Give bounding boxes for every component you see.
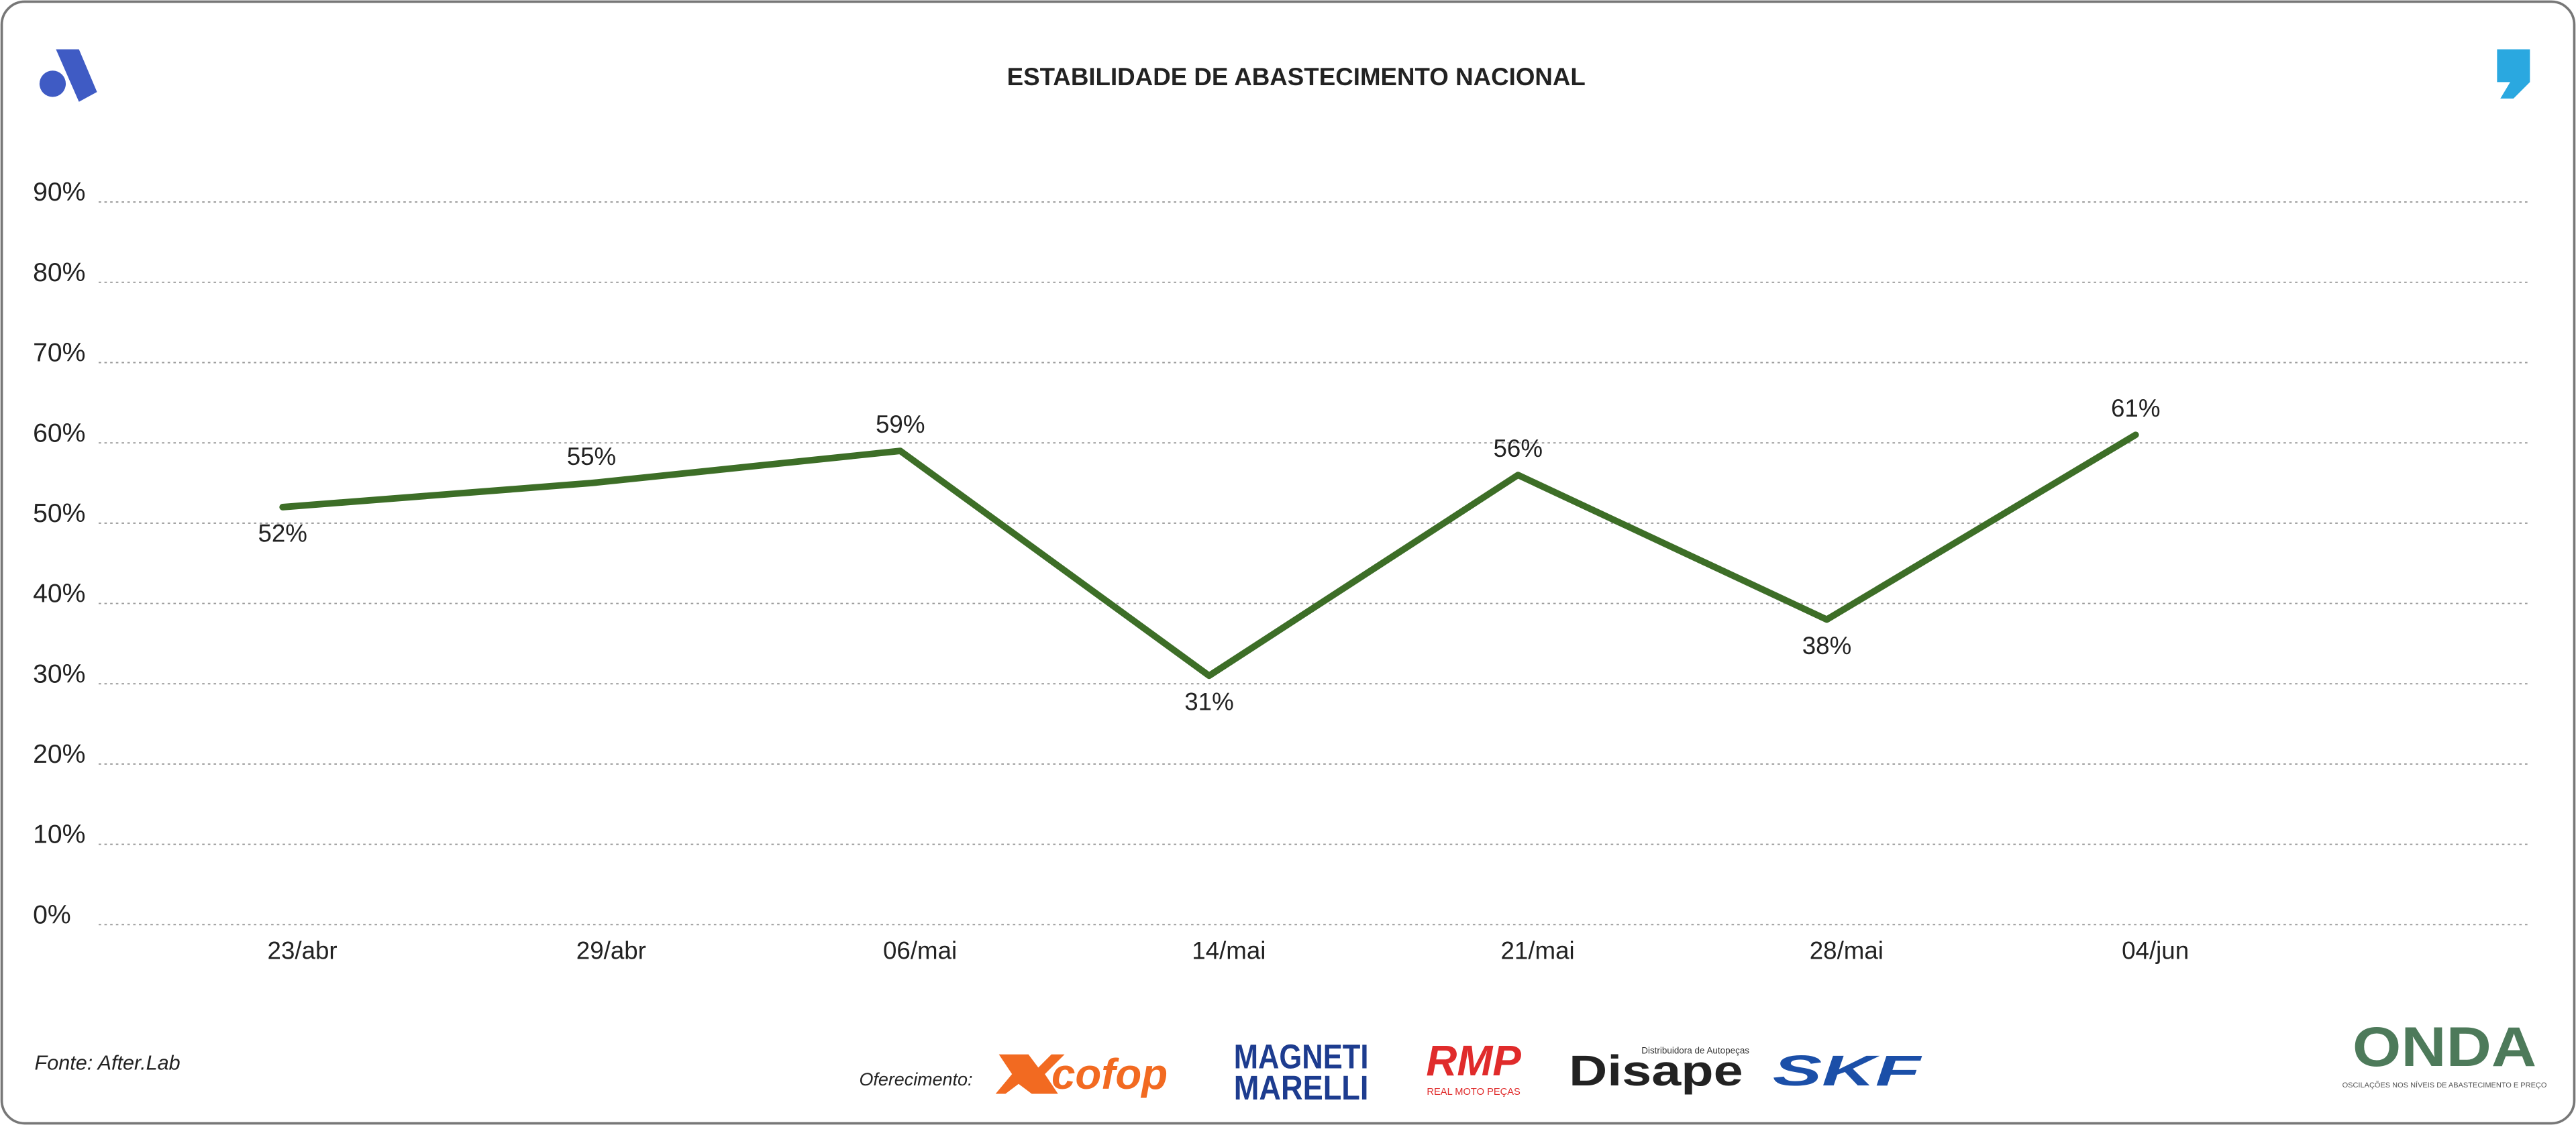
y-tick-label: 10% xyxy=(33,820,85,849)
x-tick-label: 21/mai xyxy=(1501,937,1575,965)
data-label: 38% xyxy=(1802,632,1851,659)
y-tick-label: 40% xyxy=(33,580,85,608)
chart-title: ESTABILIDADE DE ABASTECIMENTO NACIONAL xyxy=(1007,63,1586,91)
data-label: 59% xyxy=(876,411,925,438)
y-tick-label: 20% xyxy=(33,740,85,769)
y-tick-label: 80% xyxy=(33,258,85,287)
sponsor-logo: MAGNETI xyxy=(1234,1037,1369,1076)
data-label: 55% xyxy=(567,443,617,470)
logo-dot xyxy=(39,70,66,97)
sponsors: cofop MAGNETI MARELLI RMP REAL MOTO PEÇA… xyxy=(995,1037,1923,1107)
data-label: 31% xyxy=(1184,688,1233,716)
sponsor-logo: cofop xyxy=(1051,1051,1168,1098)
y-tick-label: 60% xyxy=(33,419,85,447)
x-tick-label: 23/abr xyxy=(268,937,338,965)
sponsor-logo: SKF xyxy=(1773,1047,1923,1095)
x-tick-label: 28/mai xyxy=(1810,937,1884,965)
data-label: 56% xyxy=(1493,435,1543,462)
brand-tagline: OSCILAÇÕES NOS NÍVEIS DE ABASTECIMENTO E… xyxy=(2342,1081,2547,1089)
brand-logo: ONDA xyxy=(2353,1016,2536,1078)
sponsor-logo: Disape xyxy=(1569,1047,1743,1095)
x-tick-label: 29/abr xyxy=(576,937,646,965)
logo-left xyxy=(39,49,97,102)
sponsor-label: Oferecimento: xyxy=(859,1069,972,1089)
sponsor-logo-sub: Distribuidora de Autopeças xyxy=(1641,1045,1749,1055)
data-label: 52% xyxy=(258,519,307,547)
y-tick-label: 30% xyxy=(33,659,85,688)
y-tick-label: 50% xyxy=(33,499,85,528)
x-tick-label: 04/jun xyxy=(2122,937,2189,965)
data-label: 61% xyxy=(2111,394,2161,422)
x-tick-label: 14/mai xyxy=(1192,937,1266,965)
sponsor-logo: RMP xyxy=(1426,1037,1521,1085)
logo-right xyxy=(2497,49,2530,99)
y-tick-label: 90% xyxy=(33,178,85,207)
logo-stroke xyxy=(56,49,97,102)
y-tick-label: 0% xyxy=(33,900,71,929)
sponsor-logo: MARELLI xyxy=(1234,1068,1369,1107)
data-line xyxy=(279,431,2139,680)
x-tick-label: 06/mai xyxy=(883,937,957,965)
cofop-mark xyxy=(995,1054,1065,1094)
sponsor-logo-sub: REAL MOTO PEÇAS xyxy=(1427,1087,1521,1097)
y-tick-label: 70% xyxy=(33,339,85,368)
source: Fonte: After.Lab xyxy=(35,1051,181,1074)
